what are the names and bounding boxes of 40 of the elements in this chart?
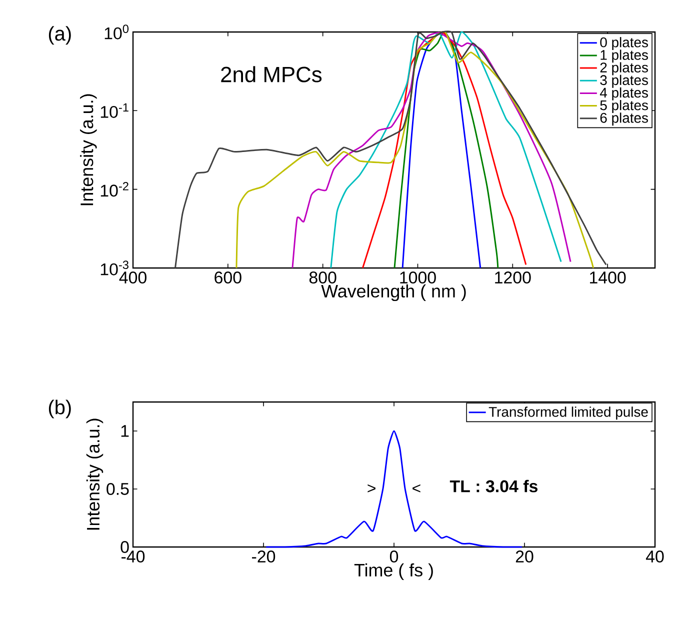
legend-label: 3 plates: [600, 74, 648, 88]
annotation: 2nd MPCs: [221, 66, 322, 82]
y-axis-title: Intensity (a.u.): [80, 94, 97, 206]
y-tick-label: 10$^{0}$: [104, 24, 129, 40]
x-tick-label: 1000: [400, 272, 436, 284]
line-series: [265, 430, 523, 548]
x-tick-label: 800: [309, 272, 336, 284]
line-series: [330, 31, 562, 269]
legend-label: 6 plates: [600, 112, 648, 126]
y-tick-label: 10$^{-2}$: [100, 182, 128, 197]
legend-label: 2 plates: [600, 62, 648, 76]
text: (a): [48, 26, 71, 45]
y-tick-label: 0.5: [106, 482, 129, 495]
legend-label: 1 plates: [600, 50, 648, 63]
line-series: [394, 31, 499, 269]
x-tick-label: 1400: [590, 272, 626, 284]
legend-label: 4 plates: [600, 87, 648, 100]
x-axis-title: Time ( fs ): [354, 563, 433, 580]
annotation: >: [368, 484, 376, 492]
x-tick-label: 40: [646, 550, 664, 562]
x-tick-label: 0: [390, 550, 398, 562]
x-tick-label: -40: [122, 550, 145, 562]
x-tick-label: 20: [516, 550, 534, 562]
legend-label: 5 plates: [600, 100, 648, 113]
x-axis-title: Wavelength ( nm ): [321, 284, 466, 302]
legend-label: Transformed limited pulse: [488, 406, 648, 420]
x-tick-label: -20: [252, 550, 276, 562]
y-tick-label: 10$^{-1}$: [100, 103, 128, 118]
x-tick-label: 600: [214, 272, 242, 284]
legend-label: 0 plates: [600, 37, 648, 50]
line-series: [402, 32, 482, 269]
y-tick-label: 0: [120, 540, 129, 553]
y-axis-title: Intensity (a.u.): [86, 418, 104, 530]
annotation: <: [412, 484, 420, 492]
annotation: TL : 3.04 fs: [450, 480, 538, 492]
x-tick-label: 1200: [495, 272, 531, 284]
line-series: [362, 31, 527, 269]
text: (b): [48, 400, 71, 418]
line-series: [174, 30, 607, 269]
y-tick-label: 1: [121, 425, 129, 437]
